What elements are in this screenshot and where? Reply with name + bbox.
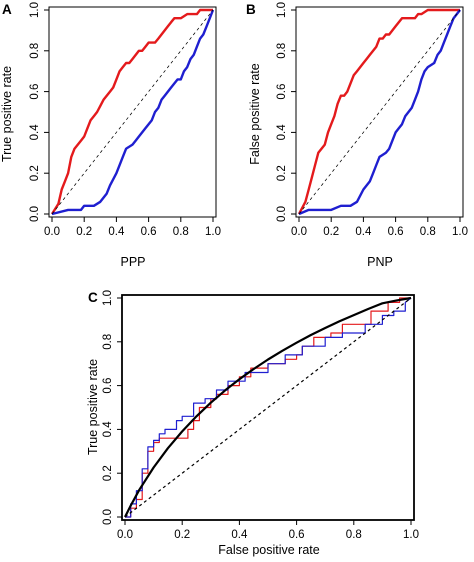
panel-b-y-tick-label: 0.6: [276, 84, 288, 100]
panel-c-chart: C 0.0 0.2 0.4 0.6 0.8 1.0 0.0 0.2 0.4 0.6 0.8 1.0 F…: [86, 290, 419, 557]
panel-c-x-tick-label: 0.8: [346, 529, 362, 541]
panel-b-plot-area: 0.0 0.2 0.4 0.6 0.8 1.0 0.0 0.2 0.4 0.6 0.8 1.0: [276, 2, 468, 238]
panel-c-y-tick-label: 0.4: [102, 421, 114, 438]
panel-a-chart: A 0.0 0.2 0.4 0.6 0.8 1.0 0.0 0.2 0.4 0.6 0.8 1.0 P…: [0, 2, 221, 269]
panel-c-y-tick-label: 0.0: [102, 509, 114, 525]
panel-b-frame: [295, 6, 464, 218]
panel-c-plot-area: 0.0 0.2 0.4 0.6 0.8 1.0 0.0 0.2 0.4 0.6 0.8 1.0: [102, 290, 419, 541]
panel-c-blue-curve: [125, 297, 412, 518]
panel-a-diagonal-reference-line: [51, 9, 214, 215]
panel-a-x-tick-label: 0.4: [108, 226, 125, 238]
panel-b-y-tick-label: 0.2: [276, 165, 288, 181]
panel-b-x-tick-label: 0.2: [323, 226, 339, 238]
panel-b-y-tick-label: 0.0: [276, 206, 288, 222]
panel-b-chart: B 0.0 0.2 0.4 0.6 0.8 1.0 0.0 0.2 0.4 0.6 0.8 1.0 P…: [246, 2, 468, 269]
panel-b-x-tick-label: 0.8: [420, 226, 436, 238]
panel-a-y-tick-label: 0.6: [29, 84, 41, 100]
panel-a-letter: A: [2, 2, 12, 17]
panel-b-x-axis-label: PNP: [367, 255, 393, 269]
panel-a-red-curve: [50, 8, 213, 215]
panel-a-y-tick-label: 1.0: [29, 2, 41, 18]
panel-c-diagonal-reference-line: [124, 297, 412, 518]
panel-a-x-axis-label: PPP: [120, 255, 145, 269]
panel-a-plot-area: 0.0 0.2 0.4 0.6 0.8 1.0 0.0 0.2 0.4 0.6 0.8 1.0: [29, 2, 221, 238]
panel-b-red-curve: [297, 8, 460, 215]
panel-b-y-tick-label: 0.4: [276, 124, 288, 141]
panel-a-y-tick-label: 0.0: [29, 206, 41, 222]
panel-a-x-tick-label: 1.0: [205, 226, 221, 238]
panel-a-x-tick-label: 0.8: [173, 226, 189, 238]
panel-c-x-tick-label: 1.0: [403, 529, 419, 541]
panel-b-y-axis-label: False positive rate: [248, 63, 262, 164]
panel-a-x-tick-label: 0.6: [141, 226, 157, 238]
panel-a-x-tick-label: 0.2: [76, 226, 92, 238]
panel-c-y-tick-label: 1.0: [102, 290, 114, 306]
panel-b-y-tick-label: 1.0: [276, 2, 288, 18]
panel-c-y-tick-label: 0.2: [102, 465, 114, 481]
panel-a-blue-curve: [51, 9, 215, 216]
panel-c-letter: C: [88, 290, 98, 305]
panel-b-letter: B: [246, 2, 256, 17]
panel-c-x-tick-label: 0.2: [174, 529, 190, 541]
panel-a-frame: [48, 6, 217, 218]
panel-b-x-tick-label: 0.0: [291, 226, 307, 238]
panel-a-x-tick-label: 0.0: [44, 226, 60, 238]
panel-b-y-tick-label: 0.8: [276, 43, 288, 59]
panel-c-y-tick-label: 0.8: [102, 334, 114, 350]
panel-b-x-tick-label: 1.0: [452, 226, 468, 238]
panel-c-y-axis-label: True positive rate: [86, 359, 100, 455]
panel-b-diagonal-reference-line: [298, 9, 461, 215]
panel-a-y-axis-label: True positive rate: [0, 66, 14, 162]
panel-c-x-tick-label: 0.6: [289, 529, 305, 541]
panel-c-black-curve: [124, 296, 412, 518]
panel-c-x-tick-label: 0.0: [117, 529, 133, 541]
panel-a-y-tick-label: 0.8: [29, 43, 41, 59]
panel-c-x-axis-label: False positive rate: [218, 543, 319, 557]
panel-b-x-tick-label: 0.4: [355, 226, 372, 238]
panel-b-blue-curve: [298, 9, 461, 216]
panel-a-y-tick-label: 0.4: [29, 124, 41, 141]
panel-c-y-tick-label: 0.6: [102, 378, 114, 394]
panel-a-y-tick-label: 0.2: [29, 165, 41, 181]
panel-b-x-tick-label: 0.6: [388, 226, 404, 238]
panel-c-x-tick-label: 0.4: [231, 529, 248, 541]
panel-c-frame: [121, 294, 415, 521]
